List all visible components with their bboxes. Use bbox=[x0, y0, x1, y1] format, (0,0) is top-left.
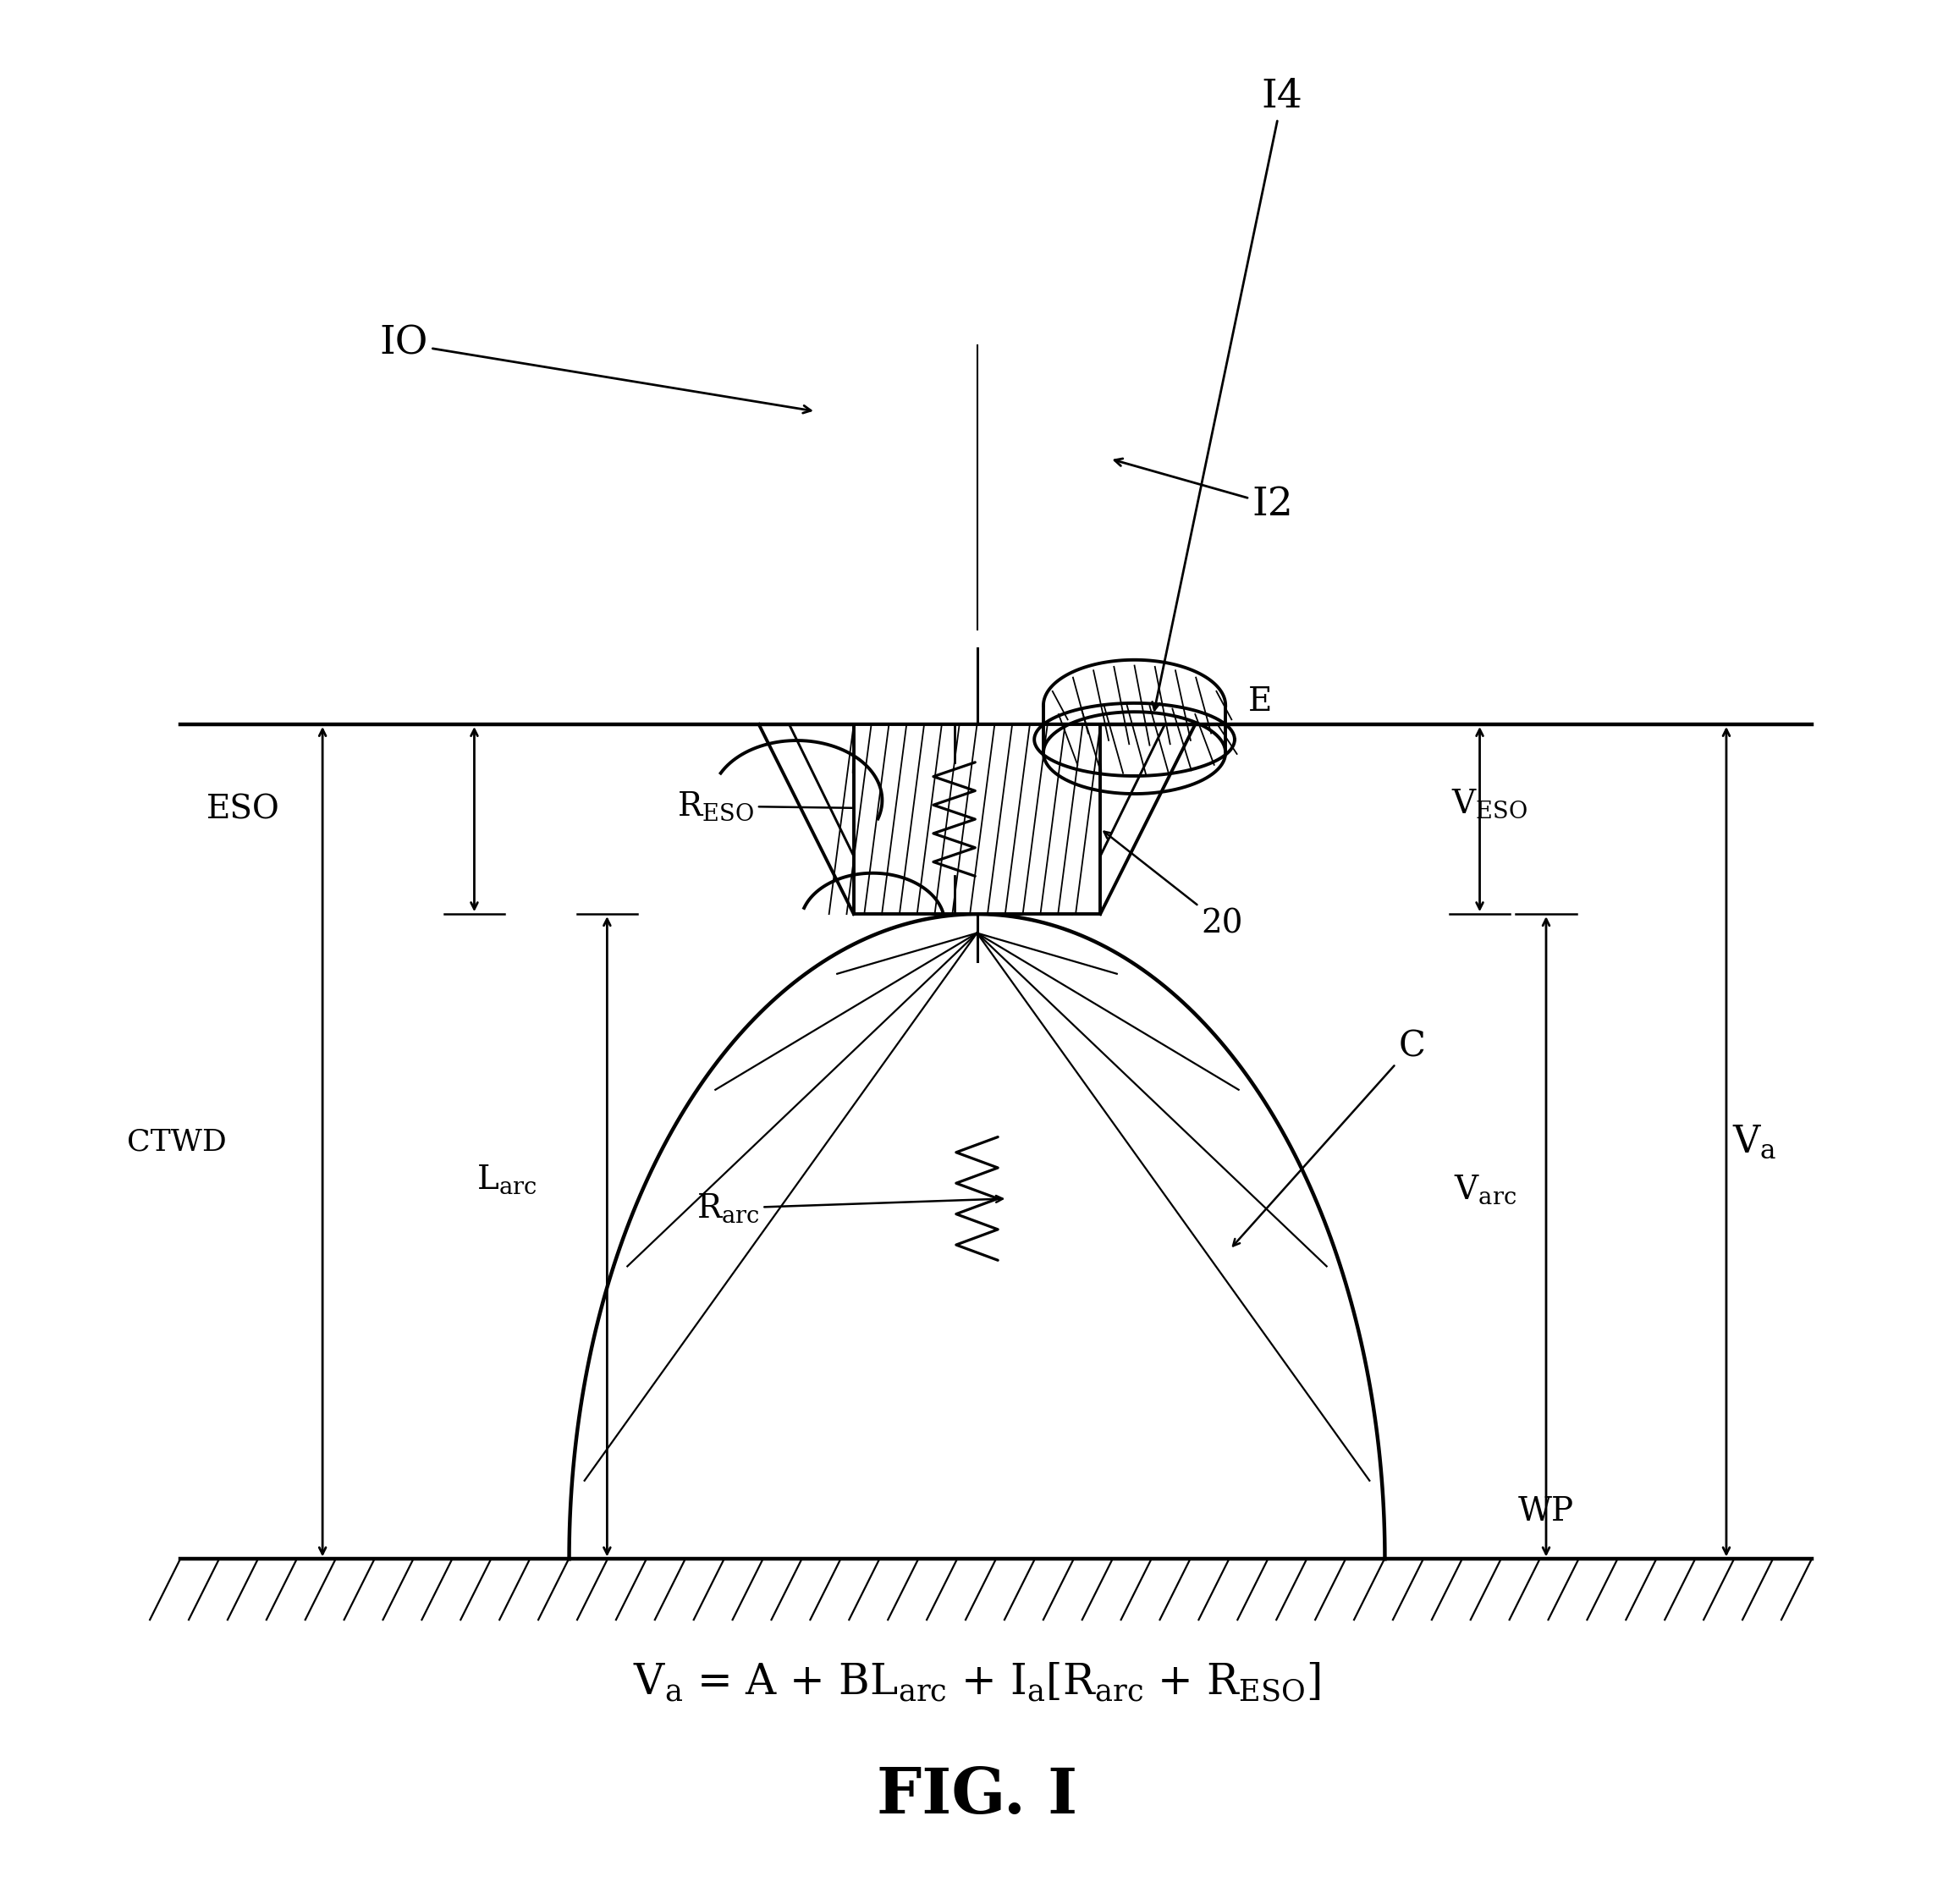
Text: V$_{\mathregular{a}}$: V$_{\mathregular{a}}$ bbox=[1733, 1123, 1776, 1160]
Text: V$_{\mathregular{arc}}$: V$_{\mathregular{arc}}$ bbox=[1454, 1173, 1516, 1205]
Text: WP: WP bbox=[1518, 1497, 1575, 1527]
Text: 20: 20 bbox=[1104, 832, 1243, 941]
Text: V$_{\mathregular{ESO}}$: V$_{\mathregular{ESO}}$ bbox=[1452, 788, 1528, 821]
Text: V$_{\mathregular{a}}$ = A + BL$_{\mathregular{arc}}$ + I$_{\mathregular{a}}$[R$_: V$_{\mathregular{a}}$ = A + BL$_{\mathre… bbox=[633, 1660, 1321, 1704]
Text: C: C bbox=[1233, 1028, 1424, 1245]
Text: FIG. I: FIG. I bbox=[877, 1765, 1077, 1828]
Text: I$_{\mathregular{a}}$: I$_{\mathregular{a}}$ bbox=[1018, 807, 1047, 840]
Text: R$_{\mathregular{ESO}}$: R$_{\mathregular{ESO}}$ bbox=[678, 790, 979, 823]
Text: CTWD: CTWD bbox=[127, 1127, 227, 1156]
Text: L$_{\mathregular{arc}}$: L$_{\mathregular{arc}}$ bbox=[477, 1163, 537, 1196]
Text: IO: IO bbox=[379, 324, 811, 413]
Text: ESO: ESO bbox=[207, 794, 279, 824]
Text: E: E bbox=[1249, 685, 1272, 718]
Text: I2: I2 bbox=[1114, 459, 1294, 524]
Text: I4: I4 bbox=[1153, 78, 1303, 710]
Bar bbox=[854, 724, 1100, 914]
Text: R$_{\mathregular{arc}}$: R$_{\mathregular{arc}}$ bbox=[696, 1192, 1002, 1224]
